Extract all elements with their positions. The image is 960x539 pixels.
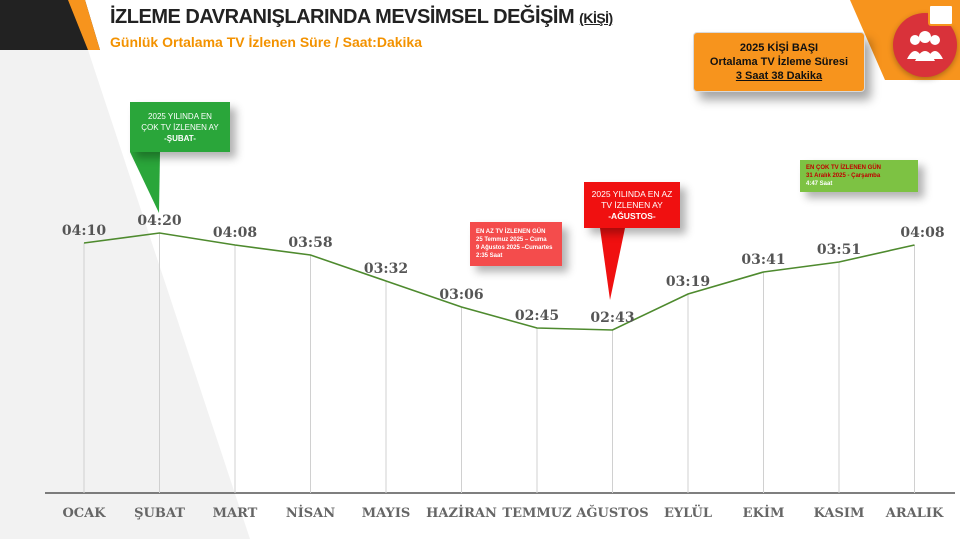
- x-tick-label: MAYIS: [362, 506, 411, 521]
- callout-text: EN AZ TV İZLENEN GÜN: [476, 229, 546, 235]
- series-line: [83, 232, 915, 331]
- callout-text: 9 Ağustos 2025 –Cumartes: [476, 245, 553, 251]
- data-label: 03:51: [817, 242, 861, 258]
- page-title: İZLEME DAVRANIŞLARINDA MEVSİMSEL DEĞİŞİM…: [110, 6, 613, 28]
- orange-stripe: [68, 0, 100, 50]
- data-label: 03:06: [439, 287, 483, 303]
- x-tick-label: MART: [213, 506, 258, 521]
- callout-text: 4:47 Saat: [806, 181, 833, 187]
- tv-icon: [928, 4, 954, 26]
- x-tick-label: TEMMUZ: [502, 506, 572, 521]
- min-month-callout: 2025 YILINDA EN AZ TV İZLENEN AY -AĞUSTO…: [584, 182, 680, 228]
- x-tick-label: EKİM: [743, 505, 785, 521]
- callout-text: -ŞUBAT-: [164, 133, 196, 143]
- min-pointer: [600, 228, 625, 300]
- x-tick-label: KASIM: [814, 506, 865, 521]
- data-label: 03:19: [666, 274, 710, 290]
- callout-text: 31 Aralık 2025 - Çarşamba: [806, 173, 881, 179]
- data-label: 04:20: [137, 213, 181, 229]
- data-label: 03:58: [288, 235, 332, 251]
- max-day-callout: EN ÇOK TV İZLENEN GÜN 31 Aralık 2025 - Ç…: [800, 160, 918, 192]
- data-label: 03:41: [741, 252, 785, 268]
- data-label: 02:45: [515, 308, 559, 324]
- data-label: 02:43: [590, 310, 634, 326]
- data-label: 04:08: [213, 225, 257, 241]
- callout-text: 2025 YILINDA EN AZ: [591, 188, 673, 199]
- x-tick-label: ARALIK: [885, 506, 944, 521]
- max-pointer: [130, 152, 160, 213]
- x-tick-label: ŞUBAT: [134, 506, 185, 521]
- summary-box: 2025 KİŞİ BAŞI Ortalama TV İzleme Süresi…: [693, 32, 865, 92]
- min-day-callout: EN AZ TV İZLENEN GÜN 25 Temmuz 2025 – Cu…: [470, 222, 562, 266]
- x-tick-label: OCAK: [62, 506, 106, 521]
- callout-text: 2025 YILINDA EN: [148, 111, 212, 121]
- grey-panel: [0, 50, 250, 539]
- callout-text: ÇOK TV İZLENEN AY: [141, 122, 219, 132]
- data-label: 04:08: [900, 225, 944, 241]
- x-tick-label: AĞUSTOS: [575, 504, 648, 521]
- summary-value: 3 Saat 38 Dakika: [735, 70, 823, 82]
- data-label: 04:10: [62, 223, 106, 239]
- callout-text: 2:35 Saat: [476, 253, 503, 259]
- callout-text: 25 Temmuz 2025 – Cuma: [476, 237, 547, 243]
- x-tick-label: NİSAN: [286, 505, 335, 521]
- x-tick-label: HAZİRAN: [426, 505, 497, 521]
- callout-text: TV İZLENEN AY: [601, 199, 663, 210]
- page-subtitle: Günlük Ortalama TV İzlenen Süre / Saat:D…: [110, 34, 422, 50]
- callout-text: EN ÇOK TV İZLENEN GÜN: [806, 165, 882, 171]
- x-tick-label: EYLÜL: [664, 504, 712, 521]
- summary-line2: Ortalama TV İzleme Süresi: [709, 56, 849, 68]
- callout-text: -AĞUSTOS-: [608, 210, 656, 221]
- max-month-callout: 2025 YILINDA EN ÇOK TV İZLENEN AY -ŞUBAT…: [130, 102, 230, 152]
- summary-line1: 2025 KİŞİ BAŞI: [739, 42, 819, 54]
- data-label: 03:32: [364, 261, 408, 277]
